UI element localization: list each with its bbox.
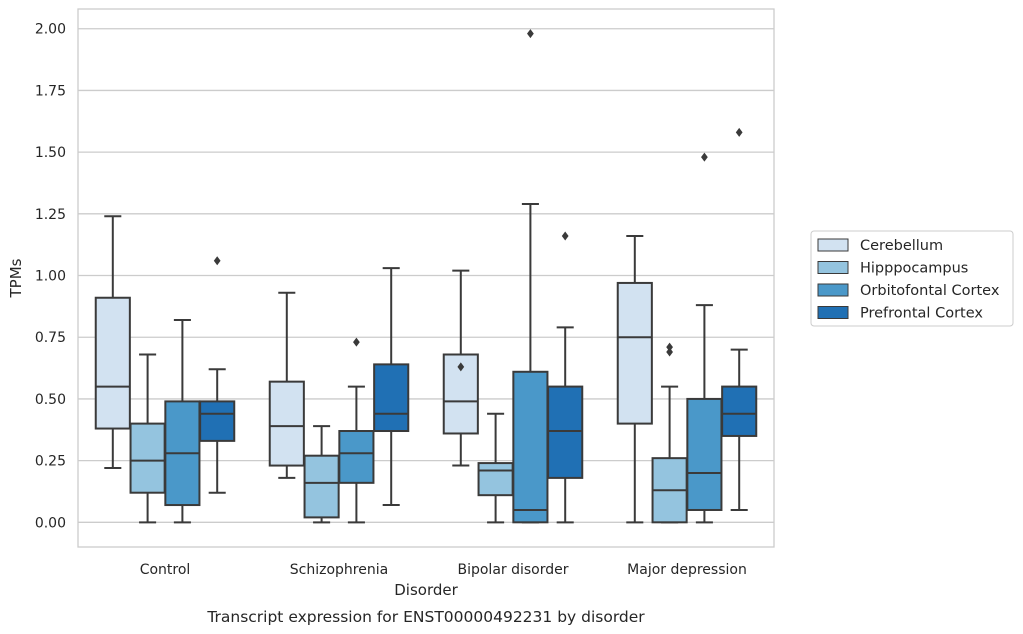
box-iqr: [686, 397, 723, 511]
boxes: [94, 29, 758, 524]
legend-swatch: [817, 306, 849, 319]
box-group: [268, 291, 305, 479]
y-tick-label: 0.00: [35, 515, 66, 531]
box-group: [686, 152, 723, 524]
outlier-point: [666, 347, 673, 357]
box-group: [164, 318, 201, 524]
box-iqr: [199, 400, 236, 442]
box-iqr: [94, 296, 131, 430]
box-group: [338, 337, 375, 524]
legend-frame: [810, 230, 1014, 327]
legend-label: Prefrontal Cortex: [860, 306, 983, 322]
legend-swatch: [817, 261, 849, 274]
box-group: [512, 29, 549, 524]
box-iqr: [512, 370, 549, 524]
chart-caption: Transcript expression for ENST0000049223…: [206, 608, 645, 626]
y-tick-label: 1.75: [35, 83, 66, 99]
box-group: [547, 231, 584, 524]
y-tick-label: 0.50: [35, 392, 66, 408]
box-group: [373, 267, 410, 507]
box-iqr: [373, 363, 410, 433]
legend-label: Orbitofontal Cortex: [860, 283, 1000, 299]
box-iqr: [721, 385, 758, 437]
x-tick-label: Bipolar disorder: [457, 562, 568, 578]
y-tick-label: 2.00: [35, 22, 66, 38]
box-group: [477, 412, 514, 524]
box-iqr: [547, 385, 584, 479]
x-axis-label: Disorder: [394, 581, 458, 599]
y-tick-label: 0.25: [35, 454, 66, 470]
box-group: [199, 256, 236, 494]
legend-swatch: [817, 238, 849, 252]
outlier-point: [353, 337, 360, 347]
legend-label: Hipppocampus: [860, 261, 968, 277]
outlier-point: [561, 231, 569, 241]
box-group: [94, 215, 131, 470]
y-tick-labels: 0.00 0.25 0.50 0.75 1.00 1.25 1.50 1.75 2.00: [35, 22, 66, 532]
outlier-point: [666, 342, 673, 352]
y-tick-label: 1.50: [35, 145, 66, 161]
box-iqr: [616, 281, 653, 425]
y-tick-label: 1.25: [35, 207, 66, 223]
box-iqr: [477, 462, 514, 497]
outlier-point: [701, 152, 708, 162]
box-iqr: [303, 454, 340, 519]
legend-swatch: [817, 283, 849, 297]
legend-label: Cerebellum: [860, 238, 943, 254]
outlier-point: [457, 362, 465, 372]
box-iqr: [129, 422, 166, 494]
y-tick-label: 1.00: [35, 269, 66, 285]
box-iqr: [268, 380, 305, 467]
outlier-point: [735, 127, 743, 137]
box-iqr: [338, 430, 375, 484]
y-tick-label: 0.75: [35, 330, 66, 346]
box-group: [303, 425, 340, 524]
x-tick-labels: Control Schizophrenia Bipolar disorder Majo…: [140, 562, 747, 578]
x-tick-label: Schizophrenia: [290, 562, 388, 578]
box-group: [616, 235, 653, 524]
x-tick-label: Control: [140, 562, 191, 578]
x-tick-label: Major depression: [627, 562, 747, 578]
legend: Cerebellum Hipppocampus Orbitofontal Corte…: [810, 230, 1014, 327]
y-axis-label: TPMs: [7, 258, 25, 298]
outlier-point: [527, 29, 534, 39]
outlier-point: [213, 256, 221, 266]
box-group: [442, 269, 479, 467]
box-group: [721, 127, 758, 511]
